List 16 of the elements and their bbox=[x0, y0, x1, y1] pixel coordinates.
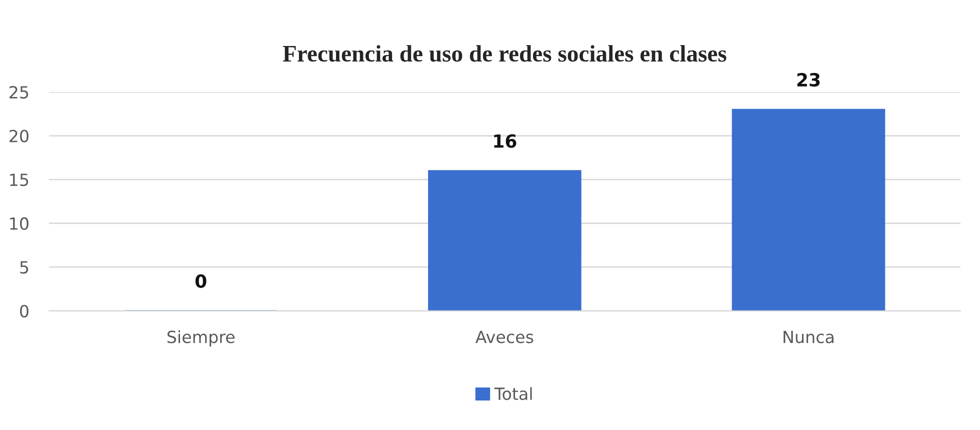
x-tick-label: Nunca bbox=[784, 330, 834, 344]
y-tick-label: 25 bbox=[10, 86, 28, 99]
y-tick-label: 20 bbox=[10, 130, 28, 142]
bar bbox=[732, 108, 886, 311]
data-label: 0 bbox=[195, 274, 206, 288]
y-tick-label: 10 bbox=[10, 217, 28, 230]
y-tick-label: 5 bbox=[20, 261, 28, 274]
bar bbox=[428, 170, 582, 311]
data-label: 23 bbox=[797, 72, 820, 87]
x-tick-label: Siempre bbox=[167, 330, 235, 346]
chart-title: Frecuencia de uso de redes sociales en clases bbox=[282, 45, 726, 62]
data-label: 16 bbox=[494, 134, 516, 148]
y-tick-label: 15 bbox=[10, 174, 28, 186]
y-tick-label: 0 bbox=[20, 304, 28, 318]
legend-label: Total bbox=[494, 387, 532, 400]
x-tick-label: Aveces bbox=[476, 330, 534, 344]
